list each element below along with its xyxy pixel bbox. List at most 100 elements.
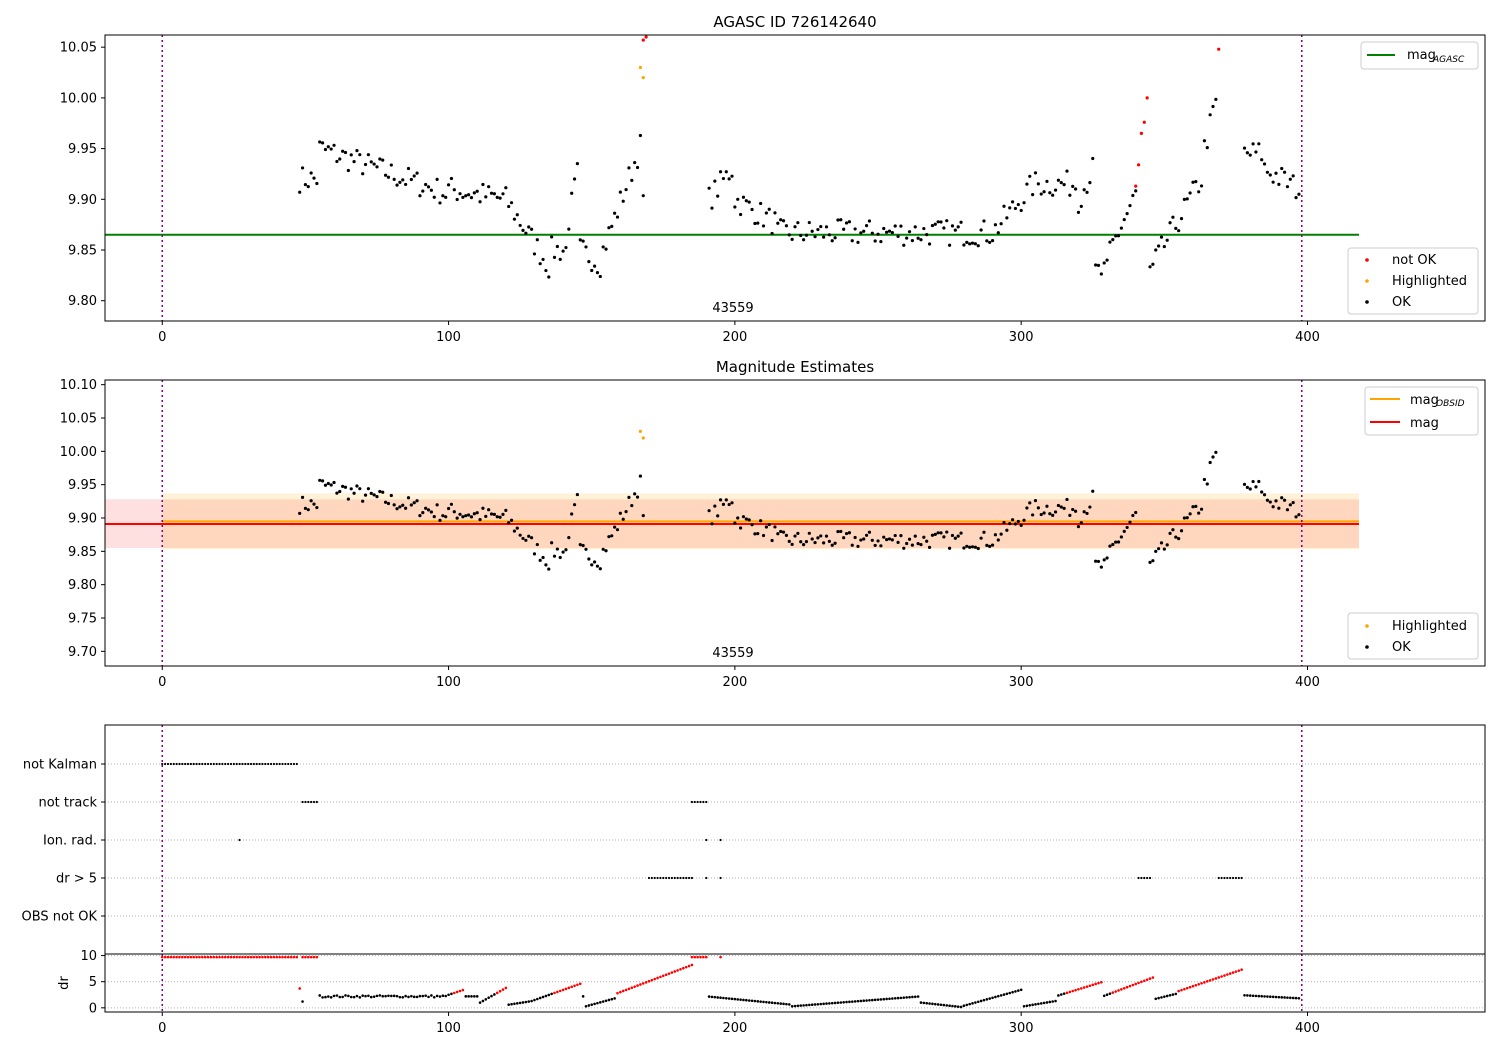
ok-point-32 xyxy=(389,493,393,498)
dr-point xyxy=(1203,981,1206,984)
ok-point-93 xyxy=(564,245,568,250)
ok-point-234 xyxy=(1031,193,1035,197)
ok-point-193 xyxy=(913,225,917,229)
ok-point-81 xyxy=(529,536,534,540)
ok-point-312 xyxy=(1291,500,1295,505)
dr-point xyxy=(1174,992,1178,996)
dr-point xyxy=(808,1003,811,1007)
panel-2-plot-area xyxy=(105,380,1360,666)
ok-point-62 xyxy=(475,189,479,193)
ok-point-183 xyxy=(885,230,889,234)
ok-point-232 xyxy=(1025,506,1029,510)
dr-point-capped xyxy=(699,955,702,959)
dr-point xyxy=(1097,981,1100,985)
flag-point xyxy=(1229,876,1232,880)
dr-point xyxy=(518,1001,522,1005)
panel-2-legend-bottom: Highlighted OK xyxy=(1347,612,1479,660)
ok-point-244 xyxy=(1059,181,1063,185)
dr-point xyxy=(1122,986,1126,990)
dr-point-capped xyxy=(195,955,198,959)
ok-point-55 xyxy=(455,197,459,202)
ok-point-159 xyxy=(816,227,820,232)
ok-point-255 xyxy=(1091,489,1095,493)
panel-2-title: Magnitude Estimates xyxy=(716,358,874,376)
dr-point-capped xyxy=(272,955,276,959)
dr-point xyxy=(845,1000,848,1004)
ok-point-123 xyxy=(713,179,717,183)
dr-point-capped xyxy=(284,955,287,959)
panel-3-plot-area xyxy=(105,725,1485,954)
dr-point xyxy=(965,1003,969,1007)
dr-point xyxy=(1160,996,1163,999)
ok-point-282 xyxy=(1179,217,1184,221)
legend-label-mag-agasc: mag xyxy=(1407,48,1436,63)
flag-point xyxy=(690,876,694,880)
ok-point-131 xyxy=(736,197,740,201)
dr-point xyxy=(905,996,908,999)
dr-point-capped xyxy=(183,955,187,959)
ok-point-40 xyxy=(412,501,416,505)
dr-point xyxy=(1031,1003,1034,1007)
ok-point-24 xyxy=(366,153,371,157)
flag-label: OBS not OK xyxy=(22,910,98,925)
ok-point-5 xyxy=(312,502,316,506)
ok-point-171 xyxy=(850,543,854,547)
flag-point xyxy=(284,762,287,766)
dr-point xyxy=(1271,995,1275,999)
highlighted-point-0 xyxy=(638,65,642,70)
ok-point-75 xyxy=(512,529,517,533)
ok-point-89 xyxy=(552,554,557,558)
ok-point-2 xyxy=(303,182,308,187)
dr-point xyxy=(1142,979,1146,983)
ok-point-133 xyxy=(741,515,746,519)
flag-point xyxy=(206,762,210,766)
dr-point xyxy=(473,995,476,998)
ok-point-306 xyxy=(1274,171,1278,175)
legend-label-highlighted: Highlighted xyxy=(1392,274,1467,289)
ok-point-56 xyxy=(458,512,462,516)
ok-point-312 xyxy=(1291,174,1295,178)
dr-point xyxy=(561,988,565,992)
dr-point xyxy=(1120,988,1123,991)
dr-point xyxy=(1246,994,1249,997)
dr-point-capped xyxy=(264,955,267,959)
flag-point xyxy=(719,838,722,842)
dr-point-capped xyxy=(218,955,221,959)
ok-point-279 xyxy=(1171,528,1175,532)
dr-point xyxy=(753,999,757,1003)
flag-point xyxy=(172,762,175,766)
dr-point xyxy=(633,985,636,988)
dr-point xyxy=(948,1004,951,1008)
ok-point-309 xyxy=(1282,170,1287,174)
ok-point-195 xyxy=(919,238,923,242)
dr-point xyxy=(1277,995,1281,999)
ok-point-313 xyxy=(1294,515,1298,519)
ok-point-231 xyxy=(1022,518,1026,522)
ok-point-154 xyxy=(801,238,806,242)
dr-point xyxy=(553,991,556,995)
flag-point xyxy=(252,762,255,766)
ok-point-74 xyxy=(509,201,514,205)
dr-point xyxy=(1025,1004,1029,1008)
ok-point-146 xyxy=(779,218,783,222)
ok-point-154 xyxy=(801,542,806,547)
dr-point xyxy=(1185,986,1189,990)
dr-point xyxy=(644,981,648,984)
flag-point xyxy=(1140,876,1143,880)
ok-point-244 xyxy=(1059,505,1063,509)
ok-point-241 xyxy=(1051,193,1055,197)
dr-point xyxy=(793,1004,797,1008)
ok-point-5 xyxy=(312,176,316,180)
ok-point-214 xyxy=(973,545,977,549)
flag-point xyxy=(278,762,281,766)
dr-point-capped xyxy=(249,955,253,959)
flag-point xyxy=(315,800,318,804)
dr-point xyxy=(530,999,533,1003)
flag-point xyxy=(1234,876,1238,880)
ok-point-258 xyxy=(1099,565,1103,569)
ok-point-122 xyxy=(710,522,714,526)
dr-point xyxy=(321,996,324,999)
ok-point-268 xyxy=(1128,520,1132,524)
ok-point-230 xyxy=(1019,208,1023,213)
ok-point-34 xyxy=(395,507,399,511)
